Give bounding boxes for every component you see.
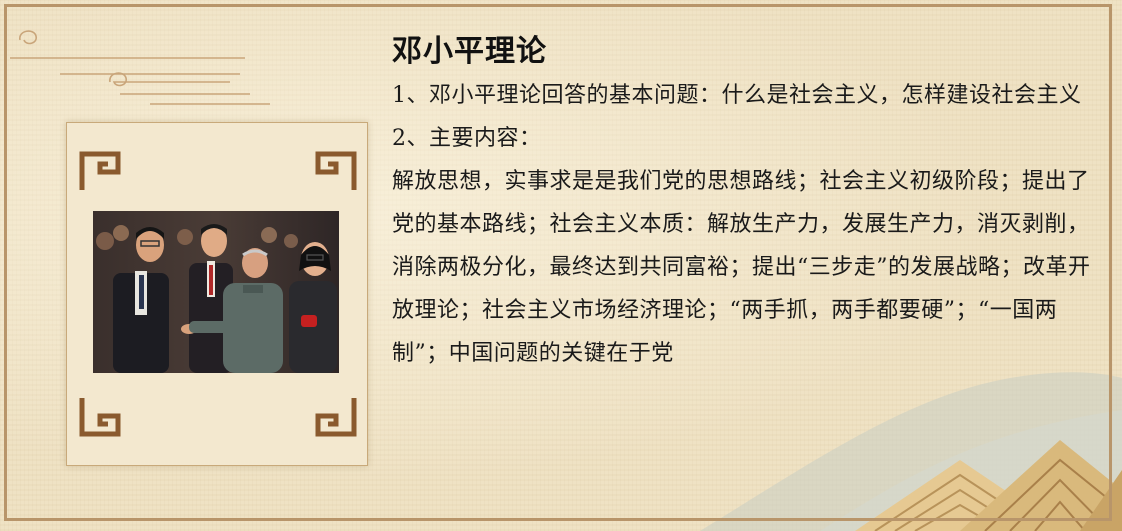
- cloud-line-ornament: [10, 30, 270, 105]
- corner-ornament-top-right: [315, 151, 357, 190]
- corner-ornament-top-left: [79, 151, 121, 190]
- corner-ornament-bottom-left: [79, 398, 121, 437]
- corner-ornament-bottom-right: [315, 398, 357, 437]
- paragraph-main-content-heading: 2、主要内容：: [392, 126, 542, 151]
- page-title: 邓小平理论: [392, 34, 547, 69]
- content-text: 1、邓小平理论回答的基本问题：什么是社会主义，怎样建设社会主义 2、主要内容： …: [392, 74, 1092, 375]
- paragraph-main-content: 解放思想，实事求是是我们党的思想路线；社会主义初级阶段；提出了党的基本路线；社会…: [392, 169, 1091, 366]
- photo-image: [93, 211, 339, 373]
- historical-photo: [93, 211, 339, 373]
- paragraph-basic-question: 1、邓小平理论回答的基本问题：什么是社会主义，怎样建设社会主义: [392, 83, 1082, 108]
- slide-border: [4, 4, 1112, 521]
